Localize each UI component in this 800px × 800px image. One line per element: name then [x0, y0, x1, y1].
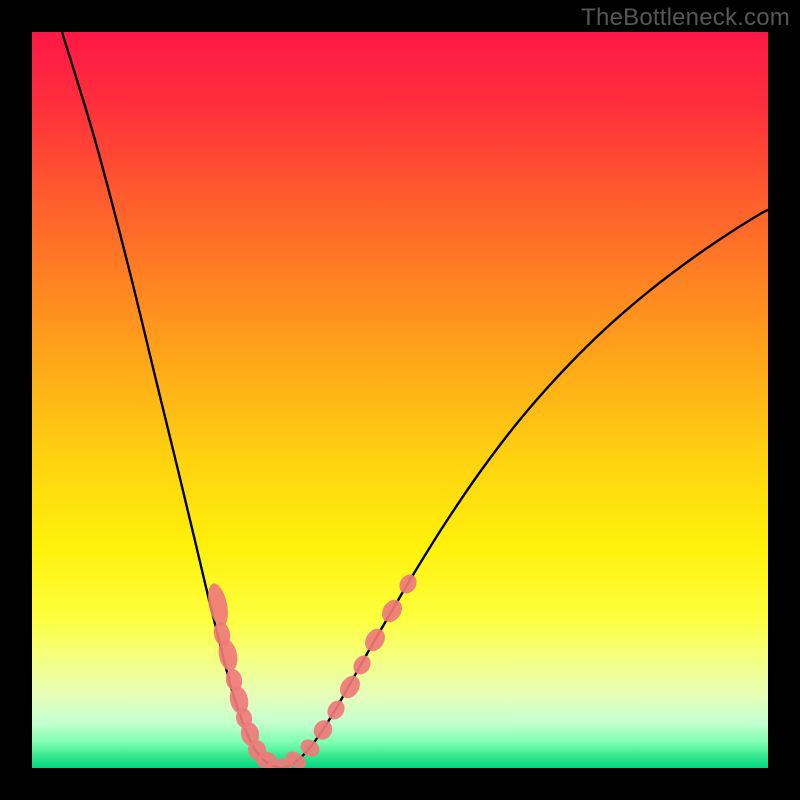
gradient-background [32, 32, 768, 768]
chart-svg [0, 0, 800, 800]
chart-root: TheBottleneck.com [0, 0, 800, 800]
watermark-text: TheBottleneck.com [581, 4, 790, 32]
